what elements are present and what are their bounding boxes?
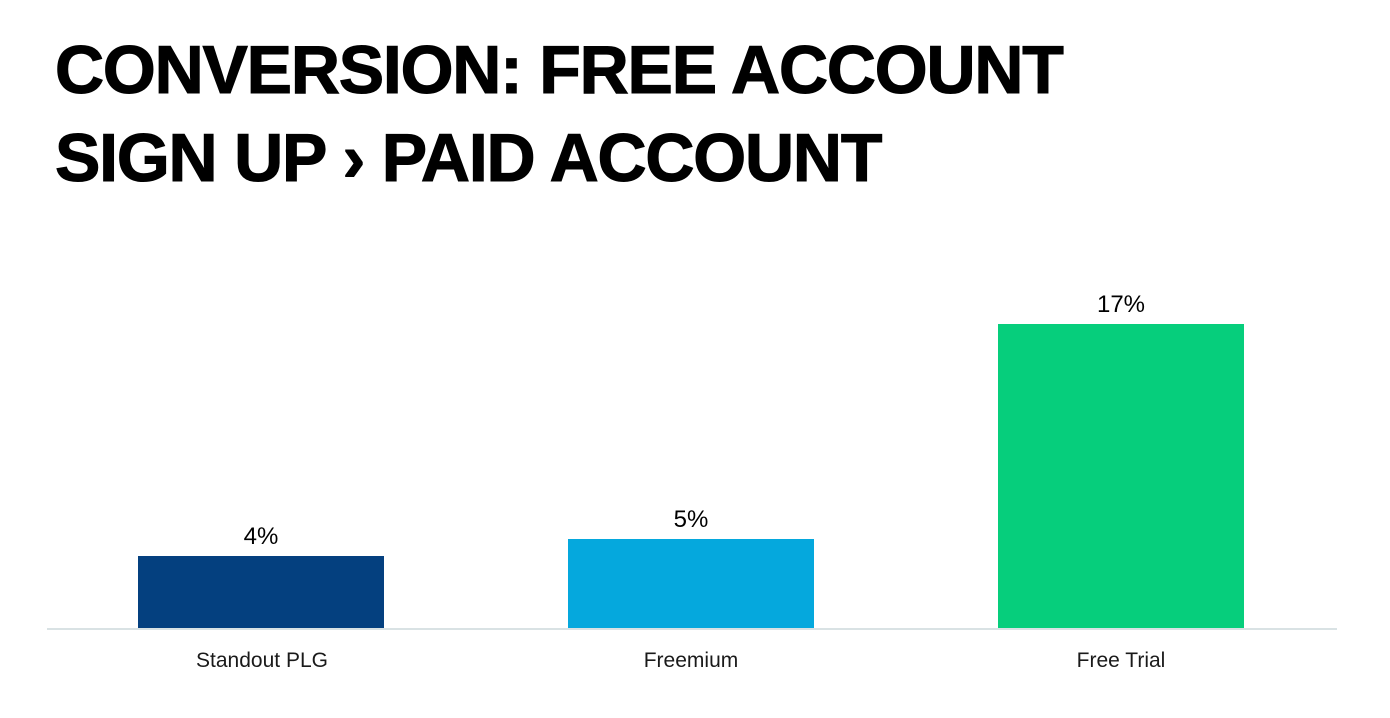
category-label-standout-plg: Standout PLG	[196, 649, 328, 672]
category-label-freemium: Freemium	[643, 649, 739, 672]
plot-area: 4% 5% 17%	[47, 200, 1337, 628]
category-label-free-trial: Free Trial	[1076, 649, 1166, 672]
category-axis-line	[47, 628, 1337, 630]
bar-rect-free-trial	[998, 324, 1244, 628]
page-title: CONVERSION: FREE ACCOUNT SIGN UP › PAID …	[54, 31, 1064, 196]
bar-value-label: 5%	[673, 505, 709, 533]
bar-rect-freemium	[568, 538, 814, 628]
bar-value-label: 17%	[1096, 291, 1146, 318]
bar-wrap: 4%	[138, 524, 384, 628]
bar-group-standout-plg: 4%	[138, 200, 384, 628]
bar-group-freemium: 5%	[568, 200, 814, 628]
bar-rect-standout-plg	[138, 556, 384, 628]
bar-wrap: 5%	[568, 505, 814, 628]
bar-value-label: 4%	[243, 523, 279, 551]
bar-wrap: 17%	[998, 292, 1244, 628]
bar-group-free-trial: 17%	[998, 200, 1244, 628]
